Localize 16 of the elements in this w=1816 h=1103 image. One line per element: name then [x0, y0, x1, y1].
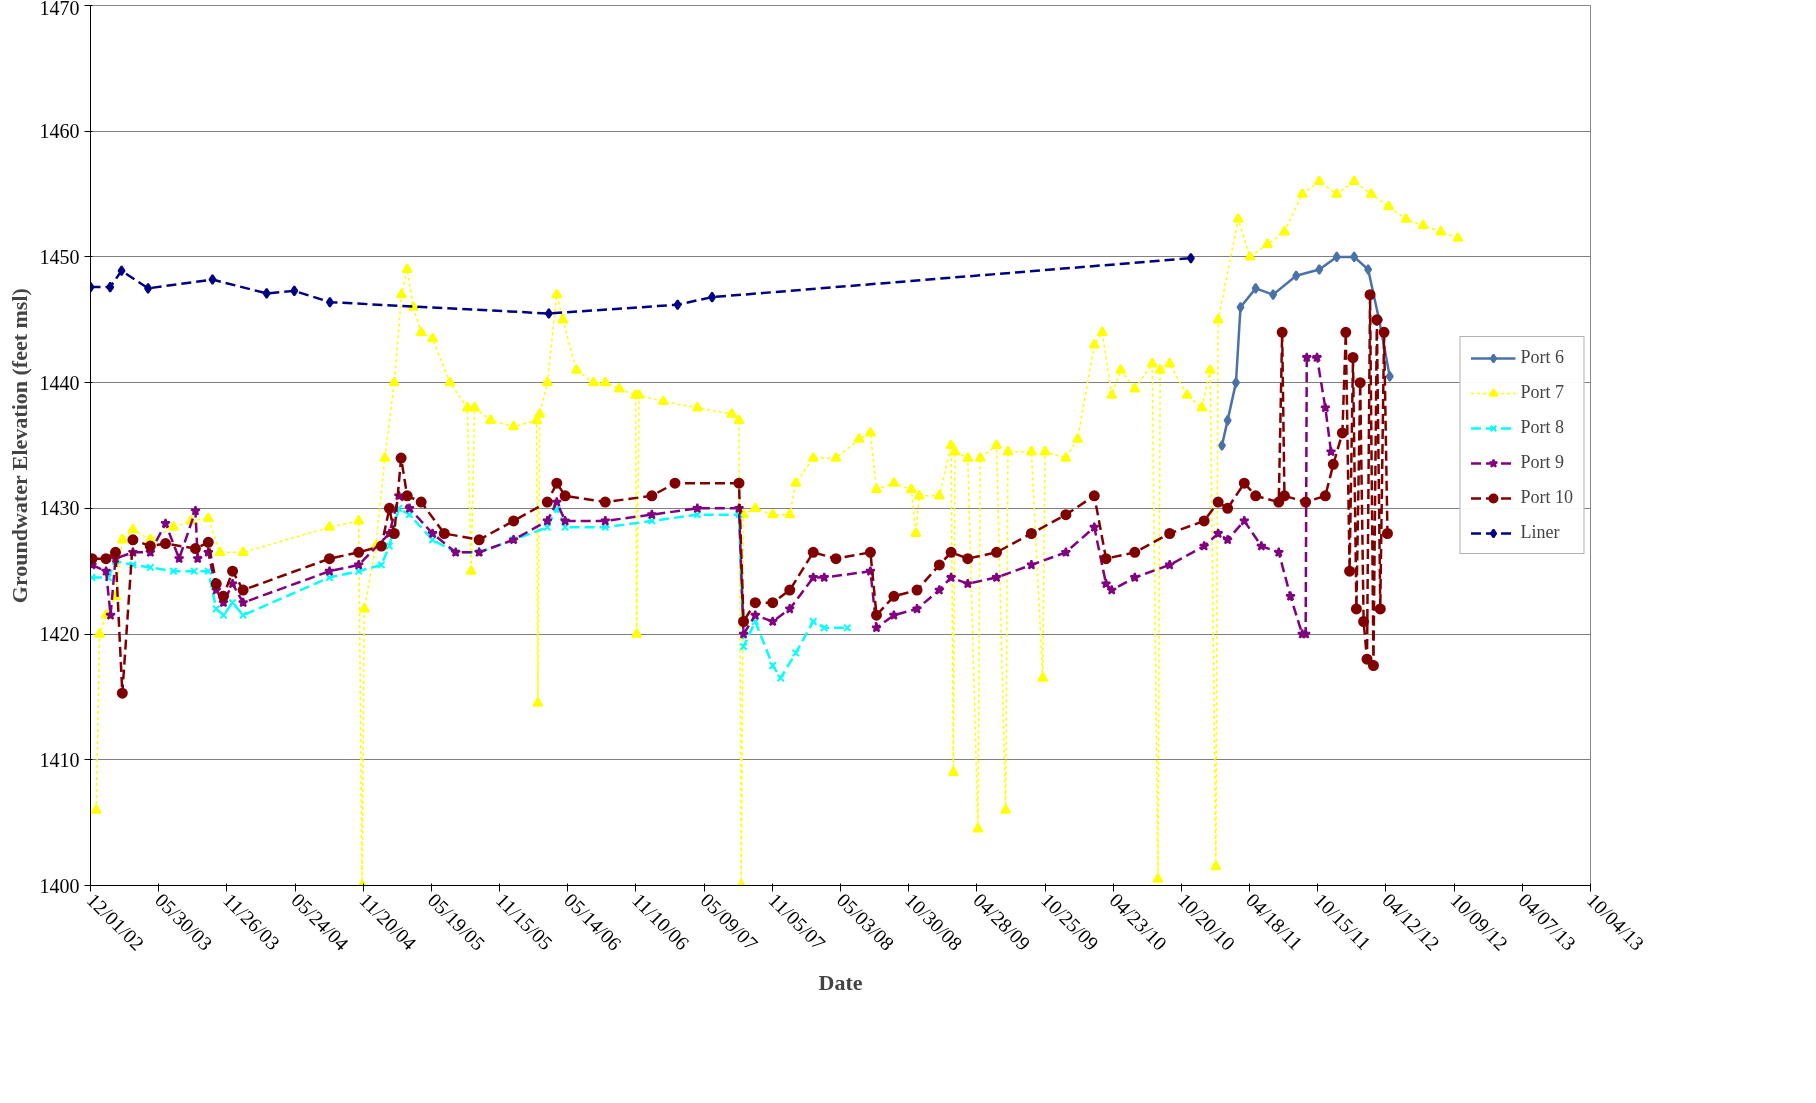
y-tick-label: 1430 [39, 497, 80, 520]
legend-label: Port 10 [1520, 487, 1573, 508]
legend-label: Port 6 [1520, 347, 1564, 368]
y-axis-title: Groundwater Elevation (feet msl) [6, 288, 32, 604]
y-tick-label: 1410 [39, 748, 80, 771]
y-tick-label: 1440 [39, 371, 80, 394]
legend-label: Port 8 [1520, 417, 1564, 438]
legend-label: Port 7 [1520, 382, 1564, 403]
legend-label: Liner [1520, 522, 1560, 543]
x-axis-title: Date [818, 970, 863, 996]
y-tick-label: 1400 [39, 874, 80, 897]
y-tick-label: 1470 [39, 0, 80, 19]
legend-label: Port 9 [1520, 452, 1564, 473]
y-tick-label: 1450 [39, 245, 80, 268]
y-tick-label: 1460 [39, 120, 80, 143]
y-tick-label: 1420 [39, 623, 80, 646]
